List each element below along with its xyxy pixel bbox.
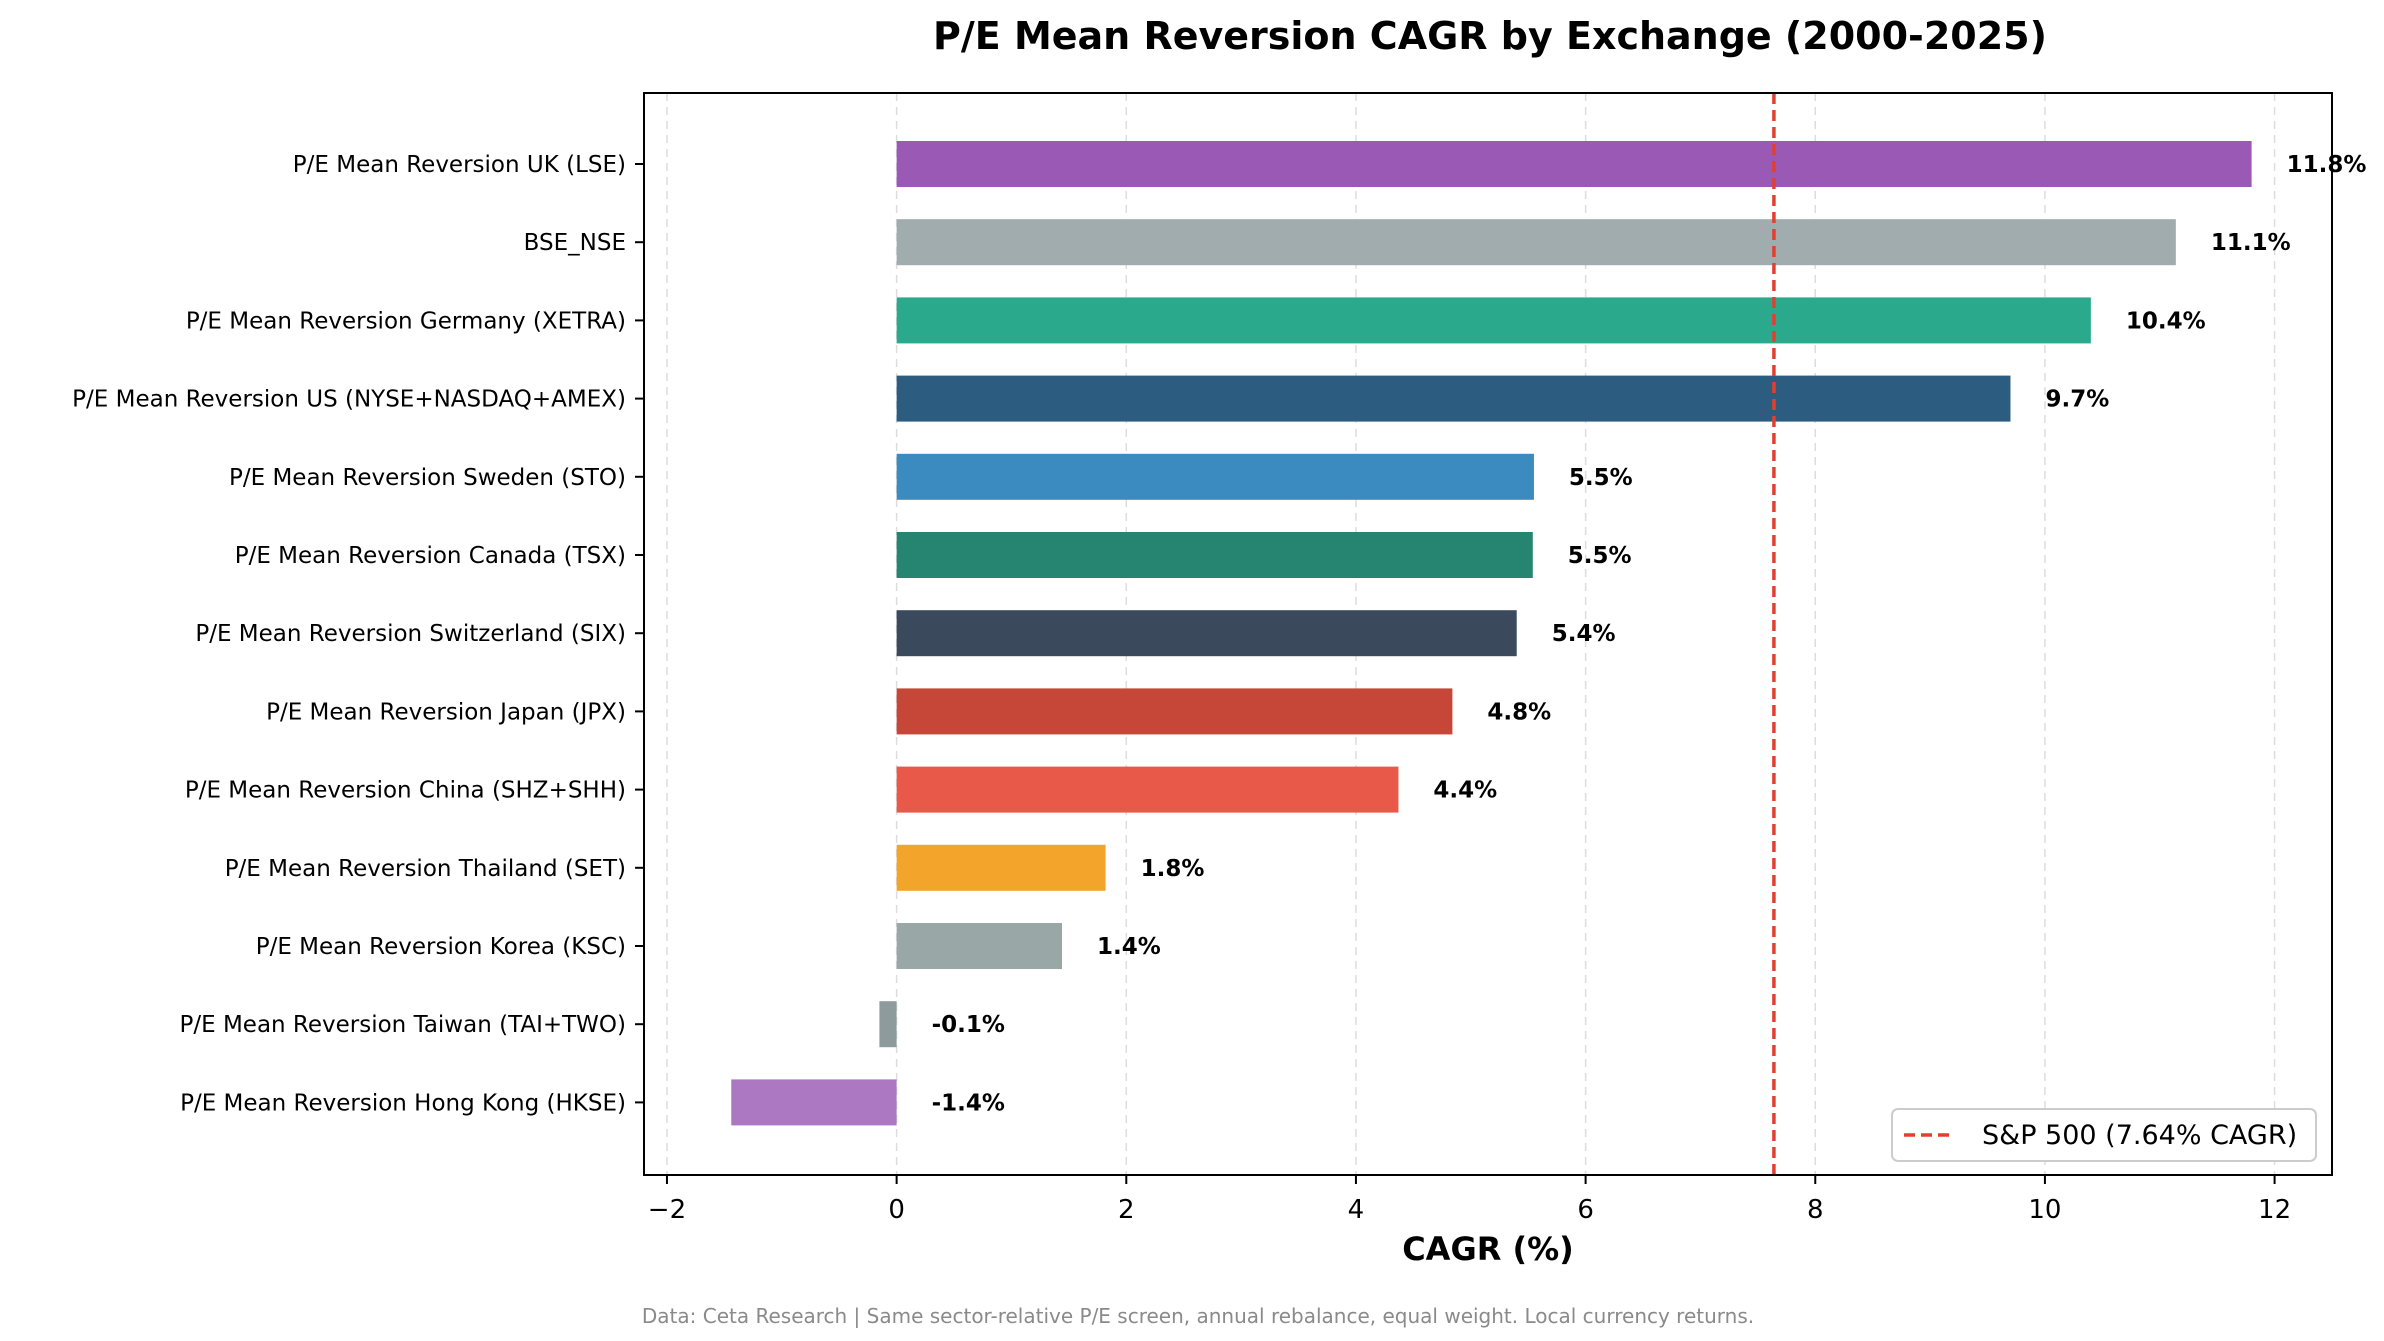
bar <box>896 688 1453 735</box>
bar <box>896 610 1517 657</box>
data-label: 5.4% <box>1552 621 1616 647</box>
bar <box>731 1079 897 1126</box>
y-tick-label: P/E Mean Reversion China (SHZ+SHH) <box>185 778 626 804</box>
data-label: 5.5% <box>1569 465 1633 491</box>
data-labels: 11.8% 11.1% 10.4% 9.7% 5.5% 5.5% 5.4% 4.8% 4.4% 1… <box>932 152 2367 1116</box>
x-axis-ticks: −2 0 2 4 6 8 10 12 <box>648 1175 2291 1225</box>
y-tick-label: P/E Mean Reversion Japan (JPX) <box>266 699 626 725</box>
x-tick-label: 4 <box>1348 1195 1365 1225</box>
y-tick-label: P/E Mean Reversion UK (LSE) <box>293 152 626 178</box>
x-tick-label: 2 <box>1118 1195 1135 1225</box>
bar <box>896 375 2011 422</box>
bar <box>896 453 1534 500</box>
y-tick-label: P/E Mean Reversion Germany (XETRA) <box>186 308 626 334</box>
y-tick-label: P/E Mean Reversion Switzerland (SIX) <box>195 621 626 647</box>
data-label: 11.1% <box>2211 230 2291 256</box>
grid-lines <box>666 93 2276 1175</box>
bar <box>896 219 2176 266</box>
data-label: 11.8% <box>2287 152 2367 178</box>
y-tick-label: BSE_NSE <box>524 230 626 256</box>
data-label: 4.8% <box>1487 699 1551 725</box>
data-label: 10.4% <box>2126 308 2206 334</box>
bar <box>896 297 2091 344</box>
x-tick-label: 6 <box>1577 1195 1594 1225</box>
x-axis-label: CAGR (%) <box>1402 1230 1574 1268</box>
y-tick-label: P/E Mean Reversion Canada (TSX) <box>235 543 626 569</box>
y-tick-label: P/E Mean Reversion Thailand (SET) <box>225 856 626 882</box>
data-label: -0.1% <box>932 1012 1005 1038</box>
x-tick-label: 12 <box>2258 1195 2291 1225</box>
footnote: Data: Ceta Research | Same sector-relati… <box>642 1304 1754 1328</box>
x-tick-label: 10 <box>2028 1195 2061 1225</box>
y-tick-label: P/E Mean Reversion Korea (KSC) <box>256 934 626 960</box>
x-tick-label: −2 <box>648 1195 686 1225</box>
legend: S&P 500 (7.64% CAGR) <box>1891 1108 2317 1162</box>
chart-title: P/E Mean Reversion CAGR by Exchange (200… <box>933 14 2047 58</box>
bars <box>731 141 2252 1126</box>
data-label: 9.7% <box>2045 387 2109 413</box>
bar <box>879 1001 897 1048</box>
y-tick-label: P/E Mean Reversion Taiwan (TAI+TWO) <box>179 1012 626 1038</box>
data-label: 5.5% <box>1568 543 1632 569</box>
x-tick-label: 8 <box>1807 1195 1824 1225</box>
y-tick-label: P/E Mean Reversion US (NYSE+NASDAQ+AMEX) <box>72 387 626 413</box>
x-tick-label: 0 <box>888 1195 905 1225</box>
legend-label: S&P 500 (7.64% CAGR) <box>1982 1120 2297 1151</box>
data-label: 4.4% <box>1433 778 1497 804</box>
data-label: -1.4% <box>932 1090 1005 1116</box>
y-tick-label: P/E Mean Reversion Sweden (STO) <box>229 465 626 491</box>
data-label: 1.4% <box>1097 934 1161 960</box>
bar <box>896 141 2252 187</box>
bar <box>896 923 1062 969</box>
y-axis-ticks: P/E Mean Reversion UK (LSE) BSE_NSE P/E Me… <box>72 152 644 1116</box>
legend-box <box>1891 1108 2317 1162</box>
y-tick-label: P/E Mean Reversion Hong Kong (HKSE) <box>180 1090 626 1116</box>
bar <box>896 844 1106 891</box>
bar <box>896 532 1533 578</box>
data-label: 1.8% <box>1141 856 1205 882</box>
bar <box>896 766 1399 813</box>
